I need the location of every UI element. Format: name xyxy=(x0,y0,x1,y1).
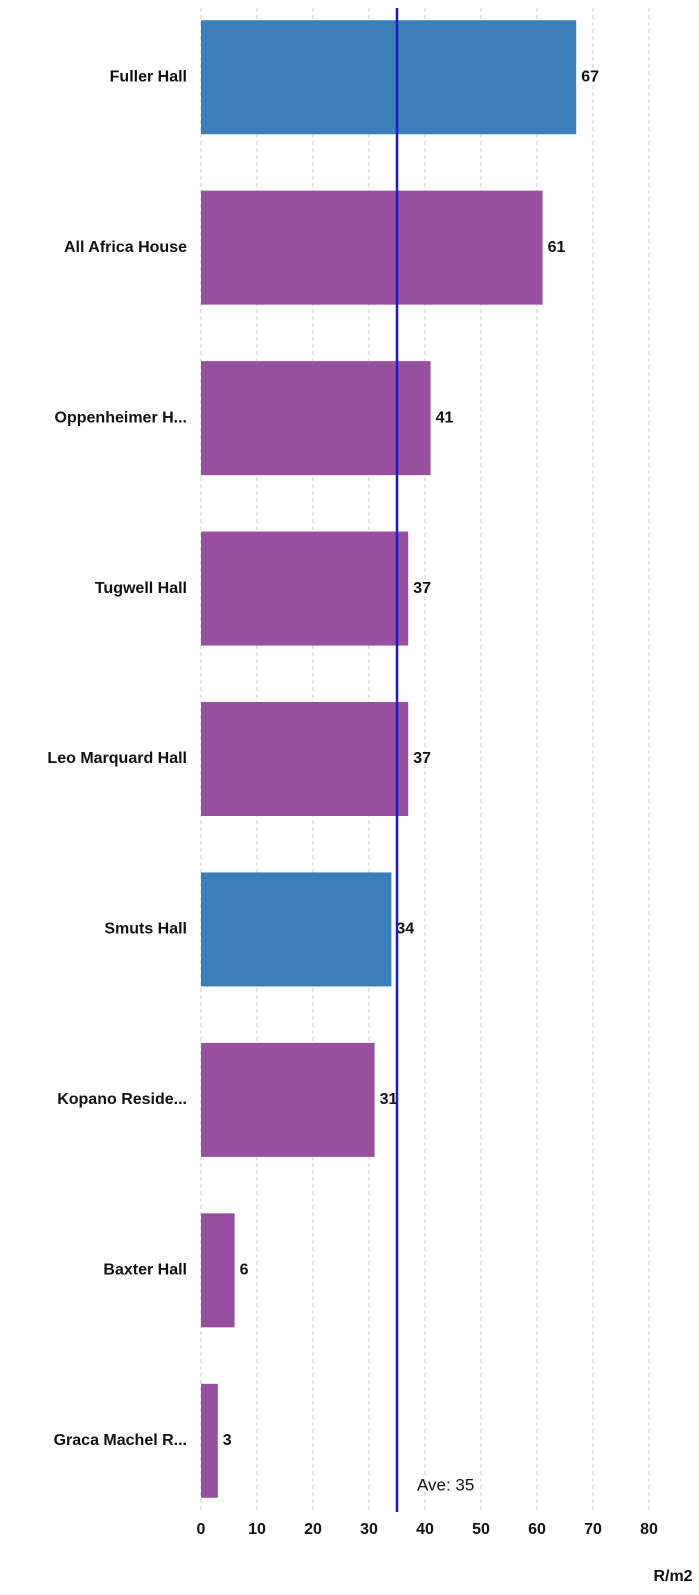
y-tick-label: Fuller Hall xyxy=(110,68,187,85)
bar xyxy=(201,361,431,476)
y-tick-label: Tugwell Hall xyxy=(95,580,187,597)
y-tick-label: Oppenheimer H... xyxy=(55,409,187,426)
bar xyxy=(201,872,392,987)
data-label: 37 xyxy=(413,750,431,767)
x-axis-label: R/m2 xyxy=(653,1568,692,1585)
bar xyxy=(201,1383,218,1498)
x-tick-label: 60 xyxy=(528,1521,546,1538)
bar xyxy=(201,20,577,135)
average-label: Ave: 35 xyxy=(417,1475,474,1494)
x-tick-label: 40 xyxy=(416,1521,434,1538)
x-tick-label: 10 xyxy=(248,1521,266,1538)
data-label: 67 xyxy=(581,68,599,85)
y-tick-label: Smuts Hall xyxy=(104,921,187,938)
x-tick-label: 70 xyxy=(584,1521,602,1538)
y-tick-label: Kopano Reside... xyxy=(57,1091,187,1108)
data-label: 61 xyxy=(548,239,566,256)
bar xyxy=(201,702,409,816)
x-tick-label: 0 xyxy=(197,1521,206,1538)
y-tick-label: Leo Marquard Hall xyxy=(47,750,187,767)
y-tick-label: Baxter Hall xyxy=(103,1262,187,1279)
bar xyxy=(201,1042,375,1157)
y-tick-label: All Africa House xyxy=(64,239,187,256)
y-tick-label: Graca Machel R... xyxy=(54,1432,187,1449)
bar xyxy=(201,531,409,646)
x-tick-label: 50 xyxy=(472,1521,490,1538)
bar xyxy=(201,1213,235,1328)
data-label: 3 xyxy=(223,1432,232,1449)
data-label: 6 xyxy=(240,1262,249,1279)
x-tick-label: 80 xyxy=(640,1521,658,1538)
x-tick-label: 30 xyxy=(360,1521,378,1538)
data-label: 34 xyxy=(396,921,414,938)
bar xyxy=(201,190,543,305)
data-label: 31 xyxy=(380,1091,398,1108)
data-label: 37 xyxy=(413,580,431,597)
x-tick-label: 20 xyxy=(304,1521,322,1538)
data-label: 41 xyxy=(436,409,454,426)
